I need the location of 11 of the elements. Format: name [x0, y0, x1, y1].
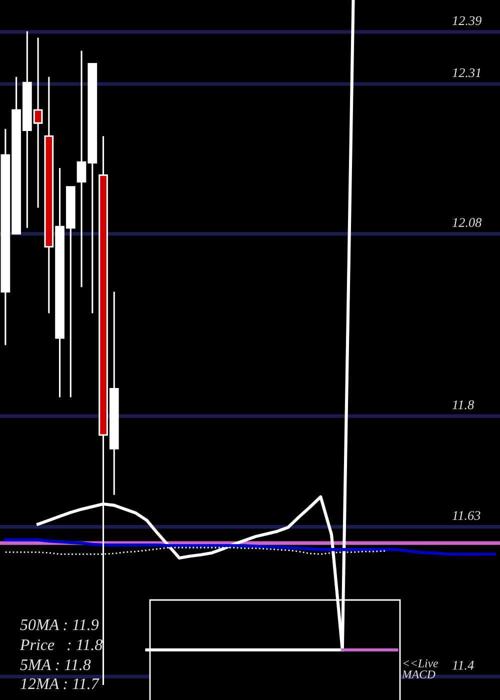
- annotation: 5MA : 11.8: [20, 659, 91, 670]
- ref-line-label: 12.39: [452, 16, 482, 26]
- annotation: Price : 11.8: [20, 639, 102, 650]
- ref-line-label: 11.4: [452, 660, 474, 670]
- ref-line-label: 12.31: [452, 68, 480, 78]
- ref-line-label: 12.08: [452, 218, 482, 228]
- ref-line-label: 11.8: [452, 400, 474, 410]
- annotation: 12MA : 11.7: [20, 678, 100, 690]
- annotation: 50MA : 11.9: [20, 619, 99, 630]
- annotation: <<Live MACD: [402, 659, 438, 678]
- ref-line-label: 11.63: [452, 511, 480, 520]
